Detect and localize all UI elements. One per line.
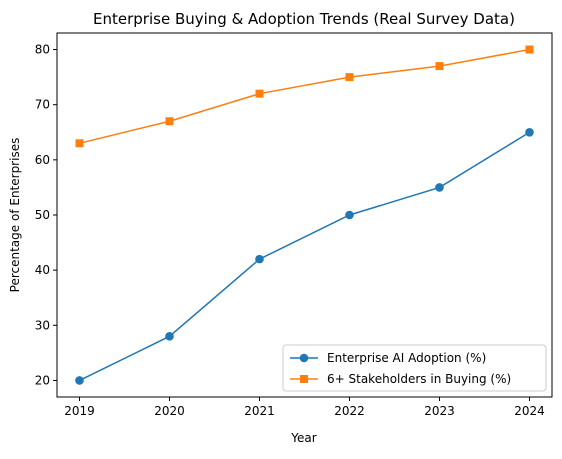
data-point [525,127,534,137]
series-line [79,48,530,145]
data-point [525,45,534,54]
y-tick-label: 50 [35,208,50,222]
legend: Enterprise AI Adoption (%) 6+ Stakeholder… [282,344,547,392]
y-axis-label: Percentage of Enterprises [8,138,22,293]
legend-marker [299,353,309,363]
y-tick-label: 80 [35,43,50,57]
series-line [79,131,530,382]
y-tick-label: 60 [35,153,50,167]
series-layer [75,45,534,385]
chart-title: Enterprise Buying & Adoption Trends (Rea… [93,10,515,28]
legend-marker [300,375,308,383]
y-tick-label: 40 [35,263,50,277]
data-point [345,210,354,220]
legend-entry: Enterprise AI Adoption (%) [290,351,486,365]
data-point [345,73,354,82]
y-axis: 20 30 40 50 60 70 80 [35,43,57,387]
x-axis-label: Year [290,431,316,445]
data-point [75,139,84,148]
x-axis: 2019 2020 2021 2022 2023 2024 [64,397,545,418]
y-tick-label: 30 [35,318,50,332]
legend-box [282,344,547,392]
data-point [435,183,444,192]
x-tick-label: 2021 [244,404,275,418]
x-tick-label: 2022 [334,404,365,418]
series-0 [75,127,534,385]
data-point [165,117,174,126]
y-tick-label: 20 [35,373,50,387]
data-point [75,376,84,385]
series-1 [75,45,534,148]
y-tick-label: 70 [35,98,50,112]
data-point [255,89,264,98]
legend-label: 6+ Stakeholders in Buying (%) [327,372,511,386]
x-tick-label: 2020 [154,404,185,418]
legend-label: Enterprise AI Adoption (%) [327,351,486,365]
x-tick-label: 2019 [64,404,95,418]
x-tick-label: 2023 [424,404,455,418]
data-point [255,254,264,264]
x-tick-label: 2024 [514,404,545,418]
data-point [435,62,444,71]
data-point [165,332,174,341]
legend-entry: 6+ Stakeholders in Buying (%) [290,372,511,386]
